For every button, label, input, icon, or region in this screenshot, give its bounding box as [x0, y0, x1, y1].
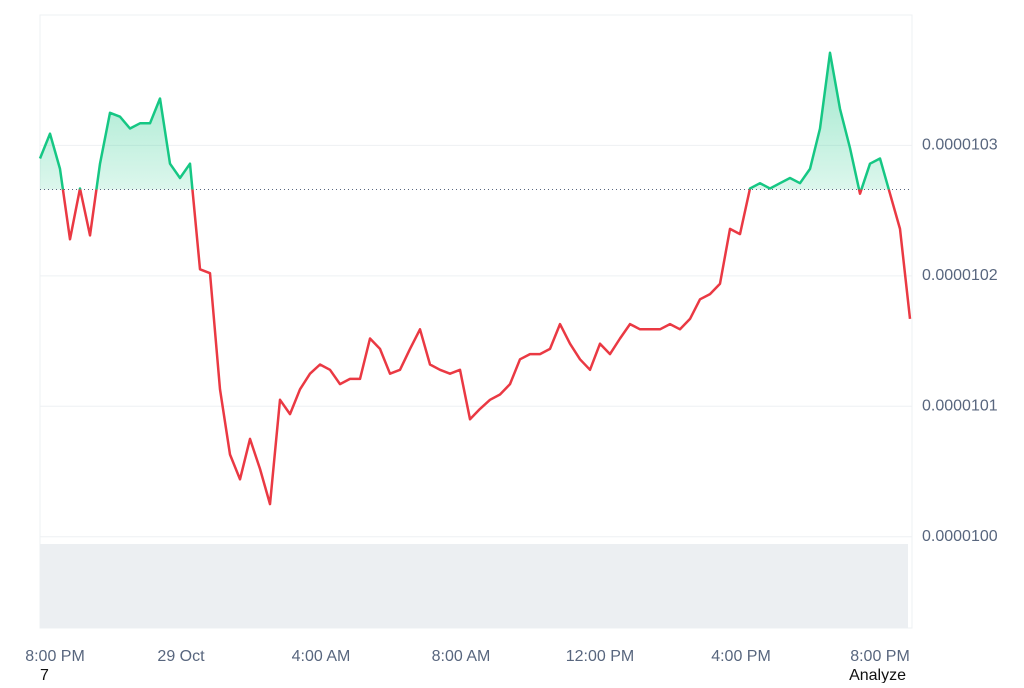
area-fill — [40, 52, 910, 505]
volume-band — [40, 544, 908, 628]
x-tick-label: 4:00 PM — [711, 648, 771, 665]
x-tick-label: 8:00 PM — [850, 648, 910, 665]
y-tick-label: 0.0000103 — [922, 137, 998, 154]
y-tick-label: 0.0000101 — [922, 397, 998, 414]
footer-right[interactable]: Analyze — [849, 667, 906, 684]
x-tick-label: 8:00 AM — [432, 648, 491, 665]
x-tick-label: 4:00 AM — [292, 648, 351, 665]
x-tick-label: 29 Oct — [157, 648, 205, 665]
y-tick-label: 0.0000100 — [922, 528, 998, 545]
footer-left: 7 — [40, 667, 49, 683]
x-tick-label: 12:00 PM — [566, 648, 634, 665]
plot-layer: 0.0000100 0.0000101 0.0000102 0.0000103 8:00… — [25, 51, 998, 665]
price-line — [38, 51, 912, 506]
y-tick-label: 0.0000102 — [922, 267, 998, 284]
x-tick-label: 8:00 PM — [25, 648, 85, 665]
